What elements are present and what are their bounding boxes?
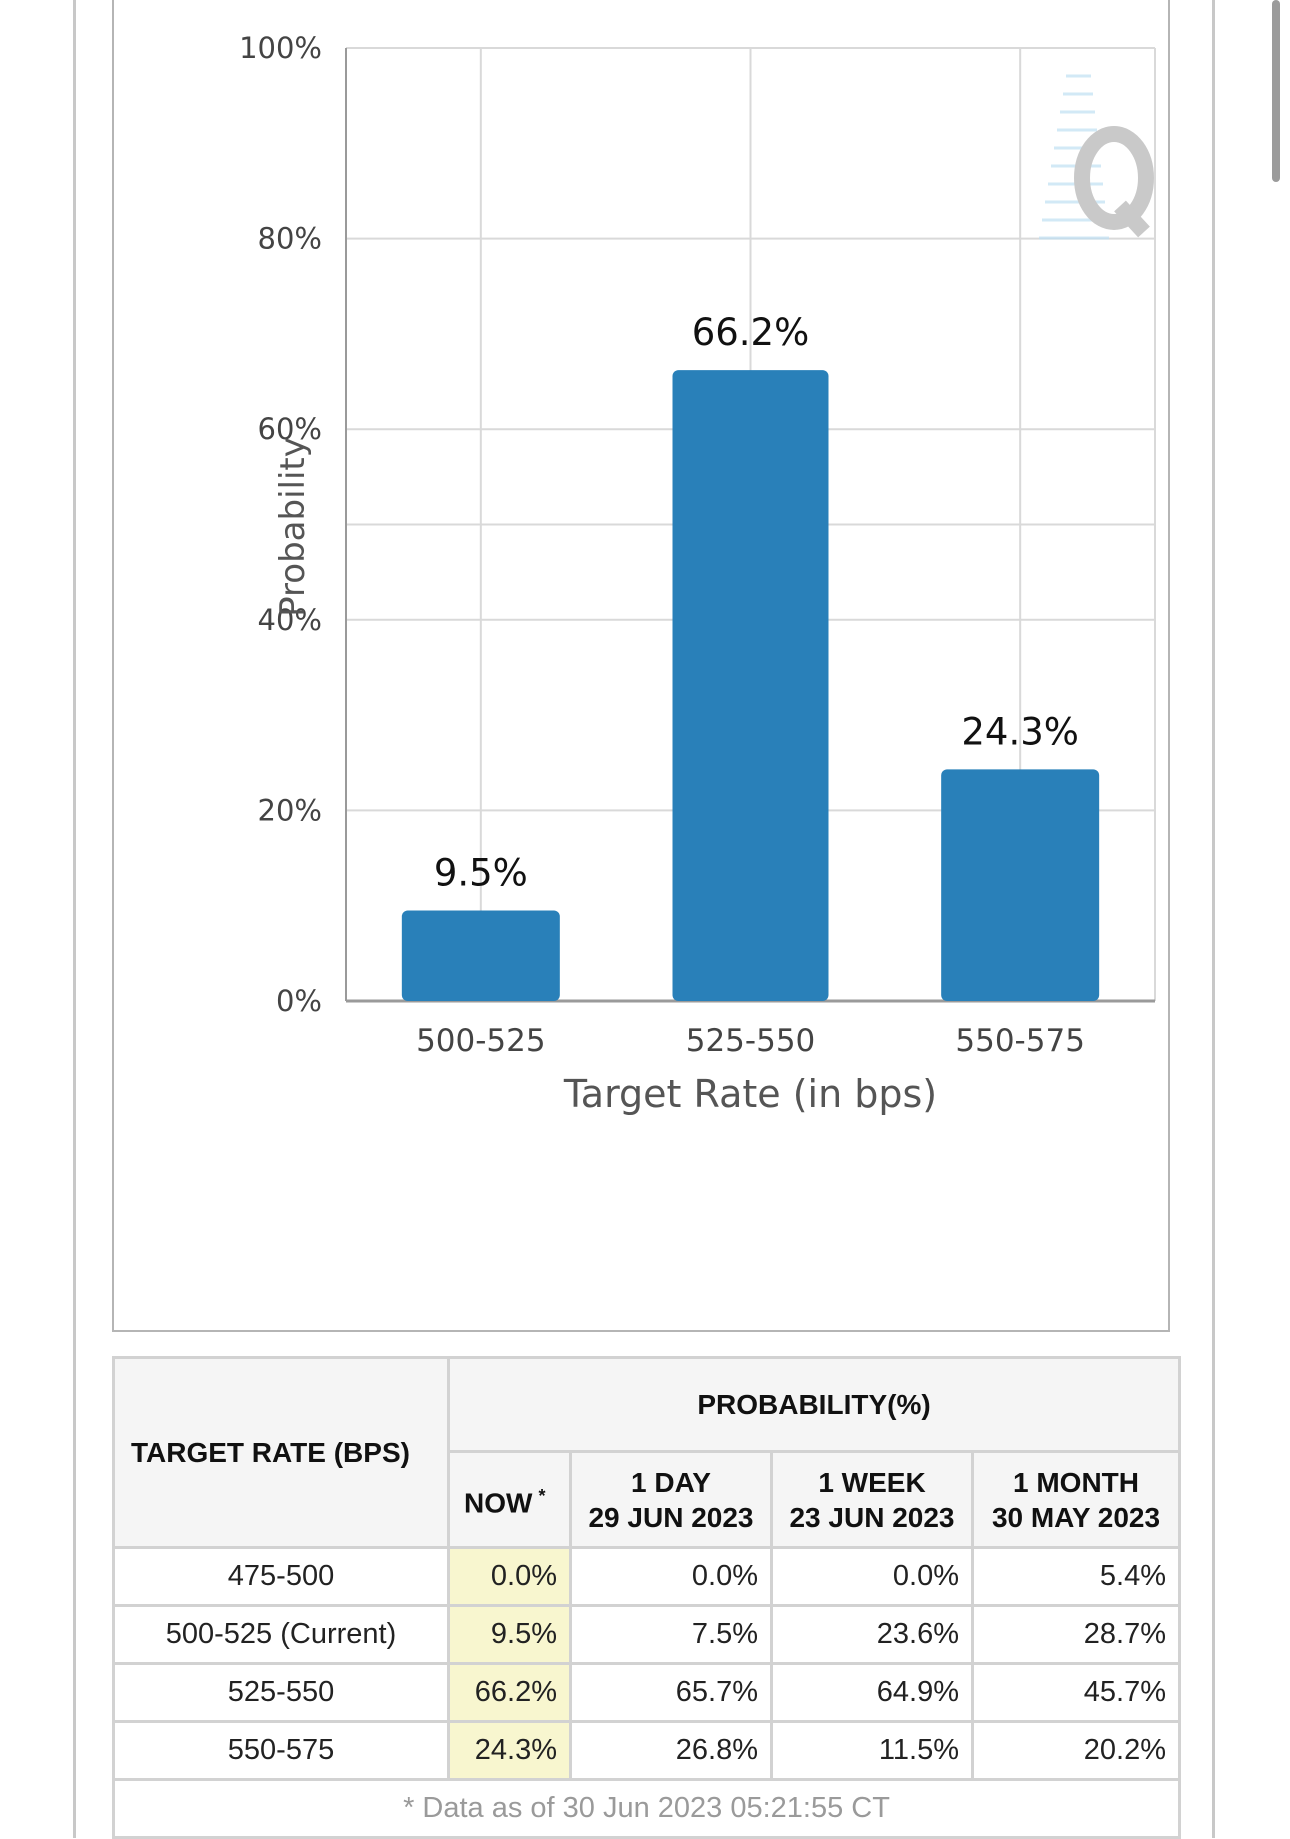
x-tick-label: 525-550 [686, 1023, 816, 1059]
bar-layer [401, 370, 1100, 1001]
cell-1-month: 45.7% [970, 1662, 1182, 1723]
cell-1-day: 0.0% [569, 1546, 773, 1607]
bar-value-label: 24.3% [961, 710, 1079, 753]
header-now-label: NOW [464, 1487, 533, 1519]
table-row: 550-575 24.3% 26.8% 11.5% 20.2% [112, 1720, 1182, 1781]
cell-target-rate: 550-575 [112, 1720, 450, 1781]
header-1-month-label: 1 MONTH [1013, 1466, 1139, 1498]
chart-panel: 0% 20% 40% 60% 80% 100% 9.5% 500-525 66.2% 525-55… [112, 0, 1170, 1332]
bar-525-550[interactable] [672, 370, 829, 1001]
y-tick-label: 60% [258, 412, 322, 446]
header-1-day-label: 1 DAY [631, 1466, 711, 1498]
probability-bar-chart: 0% 20% 40% 60% 80% 100% 9.5% 500-525 66.2% 525-55… [239, 31, 1156, 1116]
header-probability: PROBABILITY(%) [446, 1356, 1182, 1453]
frame-left-border [73, 0, 76, 1838]
y-tick-label: 20% [258, 793, 322, 827]
header-now-star: * [538, 1485, 546, 1506]
cell-now: 24.3% [447, 1720, 572, 1781]
bar-value-label: 9.5% [434, 851, 528, 894]
cell-1-day: 26.8% [569, 1720, 773, 1781]
cell-1-month: 20.2% [970, 1720, 1182, 1781]
cell-1-day: 7.5% [569, 1604, 773, 1665]
x-tick-label: 550-575 [955, 1023, 1085, 1059]
watermark-q-logo [1039, 74, 1154, 240]
y-tick-label: 80% [258, 222, 322, 256]
y-tick-label: 40% [258, 603, 322, 637]
header-1-day: 1 DAY 29 JUN 2023 [569, 1450, 773, 1549]
cell-1-week: 23.6% [770, 1604, 974, 1665]
y-axis-title: Probability [273, 437, 313, 617]
cell-now: 66.2% [447, 1662, 572, 1723]
header-1-day-date: 29 JUN 2023 [588, 1501, 754, 1533]
table-row: 525-550 66.2% 65.7% 64.9% 45.7% [112, 1662, 1182, 1723]
cell-target-rate: 475-500 [112, 1546, 450, 1607]
cell-1-week: 64.9% [770, 1662, 974, 1723]
cell-1-week: 0.0% [770, 1546, 974, 1607]
table-row: 475-500 0.0% 0.0% 0.0% 5.4% [112, 1546, 1182, 1607]
scrollbar-thumb[interactable] [1272, 0, 1280, 182]
data-timestamp-footnote: * Data as of 30 Jun 2023 05:21:55 CT [111, 1778, 1182, 1839]
cell-now: 9.5% [447, 1604, 572, 1665]
cell-now: 0.0% [447, 1546, 572, 1607]
probability-table-container: TARGET RATE (BPS) PROBABILITY(%) NOW * 1 … [111, 1356, 1182, 1839]
header-1-month-date: 30 MAY 2023 [991, 1501, 1161, 1533]
bar-550-575[interactable] [941, 769, 1100, 1001]
probability-table: TARGET RATE (BPS) PROBABILITY(%) NOW * 1 … [111, 1356, 1182, 1839]
cell-target-rate: 500-525 (Current) [112, 1604, 450, 1665]
header-1-month: 1 MONTH 30 MAY 2023 [970, 1450, 1182, 1549]
header-target-rate: TARGET RATE (BPS) [112, 1356, 450, 1549]
header-now: NOW * [447, 1450, 572, 1549]
cell-1-month: 5.4% [970, 1546, 1182, 1607]
label-layer: 0% 20% 40% 60% 80% 100% 9.5% 500-525 66.2% 525-55… [239, 31, 1085, 1059]
watermark-q-tail [1114, 200, 1150, 238]
header-1-week: 1 WEEK 23 JUN 2023 [770, 1450, 974, 1549]
table-row: 500-525 (Current) 9.5% 7.5% 23.6% 28.7% [112, 1604, 1182, 1665]
frame-right-border [1212, 0, 1215, 1838]
x-axis-title: Target Rate (in bps) [563, 1072, 937, 1116]
bar-500-525[interactable] [401, 910, 560, 1001]
watermark-q-ring [1074, 126, 1154, 230]
y-tick-label: 0% [276, 984, 322, 1018]
x-tick-label: 500-525 [416, 1023, 546, 1059]
header-1-week-date: 23 JUN 2023 [789, 1501, 955, 1533]
cell-1-day: 65.7% [569, 1662, 773, 1723]
cell-1-week: 11.5% [770, 1720, 974, 1781]
bar-value-label: 66.2% [692, 311, 810, 354]
header-1-week-label: 1 WEEK [818, 1466, 926, 1498]
cell-target-rate: 525-550 [112, 1662, 450, 1723]
cell-1-month: 28.7% [970, 1604, 1182, 1665]
y-tick-label: 100% [239, 31, 322, 65]
